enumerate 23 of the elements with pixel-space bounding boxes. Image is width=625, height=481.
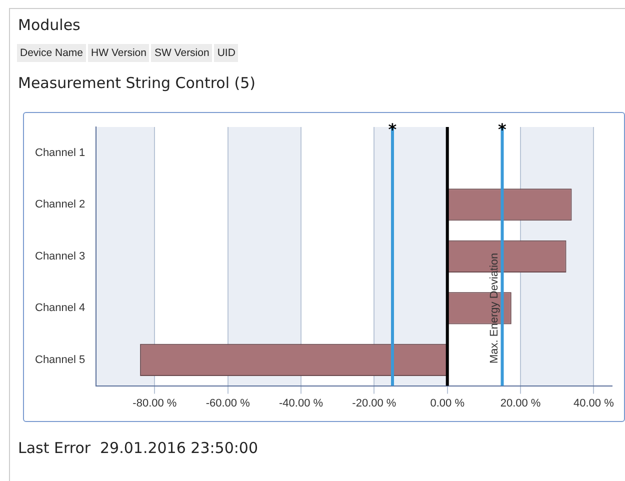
x-tick-label: -20.00 % (352, 397, 396, 410)
y-tick-label: Channel 1 (34, 146, 86, 159)
y-tick-label: Channel 3 (34, 250, 86, 262)
x-tick-label: 0.00 % (430, 397, 465, 410)
ref-line-label: * (498, 120, 508, 140)
y-tick-label: Channel 4 (34, 302, 86, 314)
y-tick-label: Channel 2 (34, 198, 86, 211)
ref-line-label: * (388, 120, 398, 140)
x-tick-label: 20.00 % (500, 397, 541, 410)
y-tick-label: Channel 5 (34, 354, 86, 366)
annotation: Max. Energy Deviation (488, 252, 500, 364)
text: SW Version (151, 44, 212, 62)
x-tick-label: 40.00 % (574, 397, 614, 410)
text: HW Version (88, 44, 150, 62)
text: UID (214, 44, 238, 62)
text: Last Error (18, 439, 91, 457)
x-tick-label: -80.00 % (132, 397, 177, 410)
text: 29.01.2016 23:50:00 (100, 439, 258, 457)
text: Modules (18, 16, 80, 34)
x-tick-label: -60.00 % (206, 397, 250, 410)
chart-title: Measurement String Control (5) (18, 74, 256, 92)
text: Device Name (17, 44, 86, 62)
x-tick-label: -40.00 % (279, 397, 324, 410)
